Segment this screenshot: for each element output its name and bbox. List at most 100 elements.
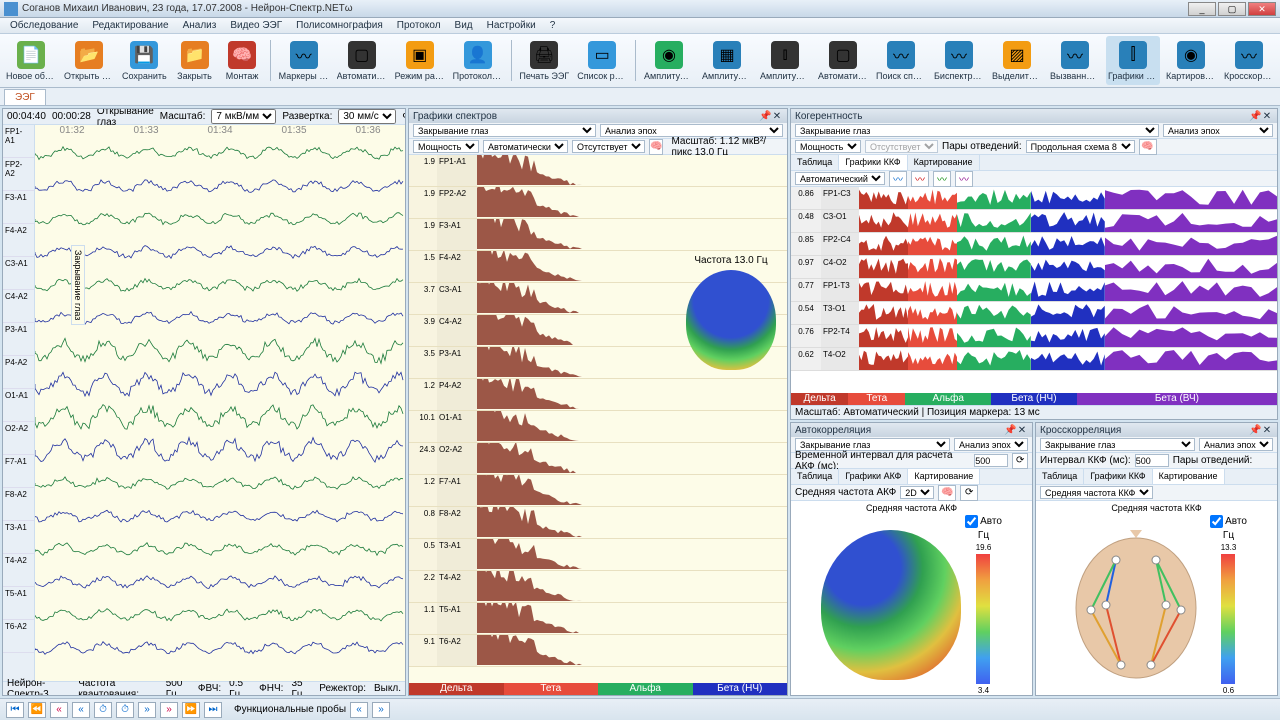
tab-Таблица[interactable]: Таблица [791, 469, 839, 484]
toolbar-Графики сп…[interactable]: ⫿Графики сп… [1106, 36, 1160, 85]
toolbar-Маркеры с…[interactable]: 〰Маркеры с… [277, 36, 331, 85]
toolbar-Режим расс…[interactable]: ▣Режим расс… [393, 36, 447, 85]
tab-Графики ККФ[interactable]: Графики ККФ [1084, 469, 1152, 484]
spectra-row: 0.8F8-A2 [409, 507, 787, 539]
toolbar-Амплитудн…[interactable]: ◉Амплитудн… [642, 36, 696, 85]
menu-Полисомнография[interactable]: Полисомнография [290, 18, 389, 33]
eeg-channel-label: T5-A1 [3, 587, 34, 620]
tab-Графики АКФ[interactable]: Графики АКФ [839, 469, 908, 484]
toolbar-Амплитуда…[interactable]: ⫾Амплитуда… [758, 36, 812, 85]
first-button[interactable]: ⏮ [6, 702, 24, 718]
ac-auto-check[interactable] [965, 515, 978, 528]
prev-fast-button[interactable]: ⏪ [28, 702, 46, 718]
brain-icon[interactable]: 🧠 [938, 485, 956, 501]
pin-icon[interactable]: 📌 [759, 111, 771, 122]
minimize-button[interactable]: _ [1188, 2, 1216, 16]
rec-fwd-button[interactable]: » [160, 702, 178, 718]
menu-Анализ[interactable]: Анализ [177, 18, 223, 33]
cc-interval-input[interactable] [1135, 454, 1169, 467]
menu-?[interactable]: ? [544, 18, 562, 33]
close-icon[interactable]: ✕ [1016, 425, 1028, 436]
next-fast-button[interactable]: ⏩ [182, 702, 200, 718]
toolbar-Печать ЭЭГ[interactable]: 🖨Печать ЭЭГ [517, 36, 571, 85]
prev-button[interactable]: « [72, 702, 90, 718]
tab-Таблица[interactable]: Таблица [791, 155, 839, 170]
cc-anal-select[interactable]: Анализ эпох [1199, 438, 1273, 451]
timer1-icon[interactable]: ⏱ [94, 702, 112, 718]
toolbar-Автоматиче…[interactable]: ▢Автоматиче… [335, 36, 389, 85]
fn-next-button[interactable]: » [372, 702, 390, 718]
toolbar-Вызванные…[interactable]: 〰Вызванные… [1048, 36, 1102, 85]
last-button[interactable]: ⏭ [204, 702, 222, 718]
toolbar-Сохранить[interactable]: 💾Сохранить [120, 36, 169, 85]
menu-Видео ЭЭГ[interactable]: Видео ЭЭГ [224, 18, 288, 33]
close-button[interactable]: ✕ [1248, 2, 1276, 16]
eeg-channel-label: P4-A2 [3, 356, 34, 389]
tab-Картирование[interactable]: Картирование [908, 469, 980, 484]
tab-Таблица[interactable]: Таблица [1036, 469, 1084, 484]
menu-Настройки[interactable]: Настройки [481, 18, 542, 33]
fn-prev-button[interactable]: « [350, 702, 368, 718]
spectra-power-select[interactable]: Мощность [413, 140, 479, 153]
toolbar-Протокол а…[interactable]: 👤Протокол а… [451, 36, 505, 85]
menu-Обследование[interactable]: Обследование [4, 18, 84, 33]
toolbar-Монтаж[interactable]: 🧠Монтаж [220, 36, 264, 85]
brain-icon[interactable]: 🧠 [649, 139, 663, 155]
tab-Графики ККФ[interactable]: Графики ККФ [839, 155, 907, 170]
spectra-none-select[interactable]: Отсутствует [572, 140, 645, 153]
coh-scheme-select[interactable]: Продольная схема 8 [1026, 140, 1135, 153]
toolbar-Амплитудн…[interactable]: ▦Амплитудн… [700, 36, 754, 85]
tab-Картирование[interactable]: Картирование [908, 155, 980, 170]
toolbar-Кросскорре…[interactable]: 〰Кросскорре… [1222, 36, 1276, 85]
timer2-icon[interactable]: ⏱ [116, 702, 134, 718]
toolbar-Биспектрал…[interactable]: 〰Биспектрал… [932, 36, 986, 85]
eeg-wave [35, 335, 405, 368]
tab-eeg[interactable]: ЭЭГ [4, 89, 46, 105]
wave-icon[interactable]: 〰 [889, 171, 907, 187]
ac-mode-select[interactable]: 2D [900, 486, 934, 499]
eeg-scale-select[interactable]: 7 мкВ/мм [211, 109, 276, 124]
cc-auto-check[interactable] [1210, 515, 1223, 528]
rec-back-button[interactable]: « [50, 702, 68, 718]
wave-icon[interactable]: 〰 [911, 171, 929, 187]
coh-anal-select[interactable]: Анализ эпох [1163, 124, 1273, 137]
wave-icon[interactable]: 〰 [933, 171, 951, 187]
ac-interval-input[interactable] [974, 454, 1008, 467]
toolbar-Список раб…[interactable]: ▭Список раб… [575, 36, 629, 85]
menu-Протокол[interactable]: Протокол [391, 18, 447, 33]
toolbar-Закрыть[interactable]: 📁Закрыть [173, 36, 217, 85]
brain-icon[interactable]: 🧠 [1139, 139, 1157, 155]
toolbar-Автоматиче…[interactable]: ▢Автоматиче… [816, 36, 870, 85]
pin-icon[interactable]: 📌 [1249, 111, 1261, 122]
coherence-row: 0.48C3-O1 [791, 210, 1277, 233]
toolbar-Поиск спай…[interactable]: 〰Поиск спай… [874, 36, 928, 85]
spectra-epoch-select[interactable]: Закрывание глаз [413, 124, 596, 137]
menu-Вид[interactable]: Вид [449, 18, 479, 33]
apply-icon[interactable]: ⟳ [1012, 453, 1028, 469]
pin-icon[interactable]: 📌 [1004, 425, 1016, 436]
toolbar-Новое обсл…[interactable]: 📄Новое обсл… [4, 36, 58, 85]
toolbar-Выделить э…[interactable]: ▨Выделить э… [990, 36, 1044, 85]
maximize-button[interactable]: ▢ [1218, 2, 1246, 16]
next-button[interactable]: » [138, 702, 156, 718]
coh-power-select[interactable]: Мощность [795, 140, 861, 153]
spectra-row: 1.2F7-A1 [409, 475, 787, 507]
coh-none-select[interactable]: Отсутствует [865, 140, 938, 153]
refresh-icon[interactable]: ⟳ [960, 485, 978, 501]
spectra-auto-select[interactable]: Автоматически [483, 140, 568, 153]
tab-Картирование[interactable]: Картирование [1153, 469, 1225, 484]
close-icon[interactable]: ✕ [771, 111, 783, 122]
wave-icon[interactable]: 〰 [955, 171, 973, 187]
eeg-sweep-select[interactable]: 30 мм/с [338, 109, 396, 124]
menu-Редактирование[interactable]: Редактирование [86, 18, 174, 33]
toolbar-Открыть ме…[interactable]: 📂Открыть ме… [62, 36, 116, 85]
cc-mode-select[interactable]: Средняя частота ККФ [1040, 486, 1153, 499]
close-icon[interactable]: ✕ [1261, 111, 1273, 122]
coh-epoch-select[interactable]: Закрывание глаз [795, 124, 1159, 137]
coh-mode-select[interactable]: Автоматический [795, 172, 885, 185]
toolbar-Картирован…[interactable]: ◉Картирован… [1164, 36, 1218, 85]
eeg-wave [35, 302, 405, 335]
pin-icon[interactable]: 📌 [1249, 425, 1261, 436]
cc-epoch-select[interactable]: Закрывание глаз [1040, 438, 1195, 451]
close-icon[interactable]: ✕ [1261, 425, 1273, 436]
